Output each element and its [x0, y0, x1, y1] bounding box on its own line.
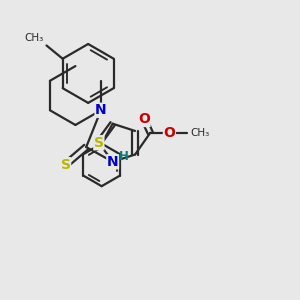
Text: H: H [119, 150, 129, 163]
Text: CH₃: CH₃ [25, 32, 44, 43]
Text: S: S [94, 136, 104, 150]
Text: S: S [61, 158, 70, 172]
Text: O: O [164, 126, 175, 140]
Text: N: N [95, 103, 107, 117]
Text: N: N [107, 155, 118, 169]
Text: O: O [138, 112, 150, 127]
Text: CH₃: CH₃ [190, 128, 210, 138]
